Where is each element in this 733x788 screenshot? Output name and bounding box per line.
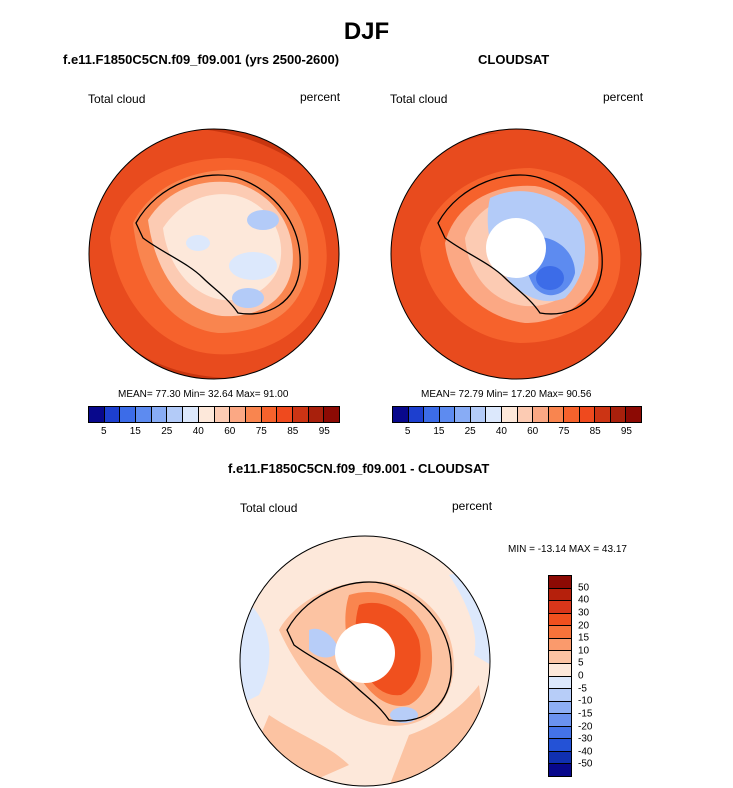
- colorbar-swatch: [549, 726, 571, 740]
- colorbar-swatch: [548, 407, 565, 422]
- diff-panel-title: f.e11.F1850C5CN.f09_f09.001 - CLOUDSAT: [228, 461, 490, 476]
- colorbar-swatch: [183, 407, 199, 422]
- colorbar-tick-label: 20: [578, 620, 590, 631]
- colorbar-swatch: [308, 407, 325, 422]
- colorbar-tick-label: -40: [578, 746, 593, 758]
- colorbar-swatch: [198, 407, 215, 422]
- obs-polar-map: [390, 128, 642, 380]
- model-panel-title: f.e11.F1850C5CN.f09_f09.001 (yrs 2500-26…: [63, 52, 340, 67]
- colorbar-swatch: [549, 651, 571, 664]
- colorbar-swatch: [214, 407, 231, 422]
- obs-units-label: percent: [603, 90, 644, 104]
- colorbar-tick-label: -5: [578, 683, 587, 695]
- colorbar-swatch: [564, 407, 580, 422]
- colorbar-tick-label: 85: [589, 426, 601, 437]
- colorbar-tick-label: 40: [192, 426, 204, 437]
- colorbar-swatch: [151, 407, 168, 422]
- model-colorbar: [88, 406, 340, 423]
- diff-polar-map: [239, 535, 491, 787]
- obs-panel-title: CLOUDSAT: [478, 52, 550, 67]
- colorbar-swatch: [120, 407, 137, 422]
- colorbar-tick-label: 85: [287, 426, 299, 437]
- obs-variable-label: Total cloud: [390, 92, 448, 106]
- colorbar-swatch: [470, 407, 487, 422]
- colorbar-swatch: [261, 407, 278, 422]
- colorbar-swatch: [292, 407, 309, 422]
- colorbar-swatch: [136, 407, 152, 422]
- colorbar-tick-label: 25: [161, 426, 173, 437]
- colorbar-tick-label: 50: [578, 582, 590, 594]
- model-units-label: percent: [300, 90, 341, 104]
- colorbar-tick-label: 75: [558, 426, 570, 437]
- colorbar-tick-label: 15: [129, 426, 141, 437]
- colorbar-swatch: [549, 751, 571, 765]
- diff-stats: MIN = -13.14 MAX = 43.17: [508, 544, 627, 555]
- colorbar-swatch: [549, 676, 571, 690]
- obs-stats: MEAN= 72.79 Min= 17.20 Max= 90.56: [421, 389, 592, 400]
- colorbar-swatch: [579, 407, 596, 422]
- colorbar-swatch: [277, 407, 293, 422]
- colorbar-tick-label: 75: [255, 426, 267, 437]
- colorbar-tick-label: 95: [620, 426, 632, 437]
- colorbar-swatch: [424, 407, 440, 422]
- colorbar-swatch: [408, 407, 425, 422]
- colorbar-tick-label: 25: [464, 426, 476, 437]
- obs-colorbar: [392, 406, 642, 423]
- diff-variable-label: Total cloud: [240, 501, 298, 515]
- colorbar-tick-label: 30: [578, 607, 590, 619]
- colorbar-swatch: [104, 407, 121, 422]
- colorbar-swatch: [549, 764, 571, 776]
- colorbar-swatch: [439, 407, 456, 422]
- colorbar-swatch: [517, 407, 534, 422]
- model-variable-label: Total cloud: [88, 92, 146, 106]
- colorbar-swatch: [486, 407, 502, 422]
- colorbar-swatch: [393, 407, 409, 422]
- colorbar-swatch: [549, 663, 571, 677]
- colorbar-tick-label: -20: [578, 721, 593, 732]
- colorbar-swatch: [549, 588, 571, 602]
- main-title: DJF: [343, 18, 390, 45]
- diff-colorbar: [548, 575, 572, 777]
- colorbar-tick-label: 15: [433, 426, 445, 437]
- colorbar-swatch: [549, 739, 571, 752]
- colorbar-tick-label: 60: [224, 426, 236, 437]
- colorbar-tick-label: 60: [527, 426, 539, 437]
- colorbar-tick-label: 40: [578, 594, 590, 606]
- colorbar-swatch: [549, 638, 571, 652]
- model-stats: MEAN= 77.30 Min= 32.64 Max= 91.00: [118, 389, 289, 400]
- colorbar-tick-label: 15: [578, 632, 590, 644]
- colorbar-swatch: [595, 407, 611, 422]
- diff-units-label: percent: [452, 499, 493, 513]
- colorbar-tick-label: 95: [318, 426, 330, 437]
- colorbar-swatch: [549, 576, 571, 589]
- colorbar-swatch: [549, 601, 571, 614]
- colorbar-swatch: [610, 407, 627, 422]
- colorbar-swatch: [626, 407, 641, 422]
- colorbar-swatch: [89, 407, 105, 422]
- colorbar-tick-label: 40: [495, 426, 507, 437]
- colorbar-swatch: [549, 689, 571, 702]
- colorbar-swatch: [549, 613, 571, 627]
- colorbar-swatch: [549, 714, 571, 727]
- colorbar-swatch: [245, 407, 262, 422]
- colorbar-swatch: [230, 407, 246, 422]
- colorbar-tick-label: 5: [404, 426, 411, 437]
- colorbar-swatch: [167, 407, 184, 422]
- colorbar-tick-label: -50: [578, 758, 593, 770]
- colorbar-swatch: [501, 407, 518, 422]
- colorbar-swatch: [533, 407, 549, 422]
- colorbar-tick-label: -15: [578, 708, 593, 720]
- colorbar-tick-label: 10: [578, 645, 590, 657]
- colorbar-tick-label: 0: [578, 670, 584, 682]
- colorbar-tick-label: 5: [578, 657, 584, 669]
- colorbar-swatch: [549, 626, 571, 639]
- colorbar-tick-label: -10: [578, 695, 593, 707]
- colorbar-tick-label: -30: [578, 733, 593, 745]
- model-polar-map: [88, 128, 340, 380]
- colorbar-tick-label: 5: [100, 426, 107, 437]
- colorbar-swatch: [455, 407, 471, 422]
- colorbar-swatch: [549, 701, 571, 715]
- colorbar-swatch: [324, 407, 339, 422]
